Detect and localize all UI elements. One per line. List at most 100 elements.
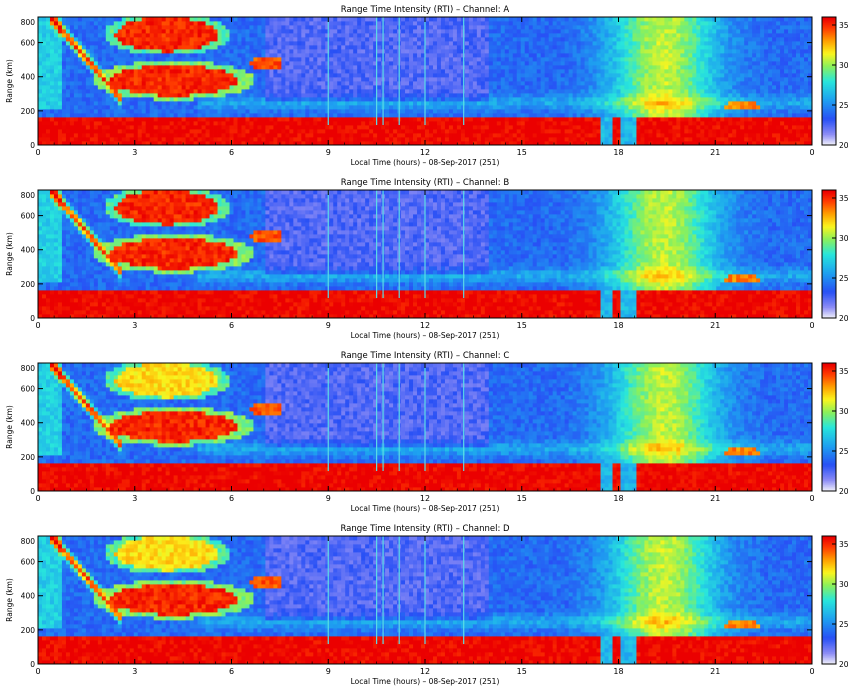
heatmap-cell [162, 65, 166, 69]
heatmap-cell [577, 101, 581, 105]
heatmap-cell [130, 101, 134, 105]
heatmap-cell [146, 17, 150, 21]
heatmap-cell [281, 137, 285, 141]
heatmap-cell [66, 25, 70, 29]
heatmap-cell [533, 113, 537, 117]
heatmap-cell [226, 37, 230, 41]
heatmap-cell [237, 41, 241, 45]
heatmap-cell [369, 97, 373, 101]
heatmap-cell [321, 93, 325, 97]
heatmap-cell [130, 113, 134, 117]
heatmap-cell [413, 77, 417, 81]
heatmap-cell [489, 93, 493, 97]
heatmap-cell [453, 93, 457, 97]
heatmap-cell [429, 117, 433, 121]
heatmap-cell [74, 69, 78, 73]
heatmap-cell [449, 81, 453, 85]
heatmap-cell [457, 97, 461, 101]
heatmap-cell [617, 37, 621, 41]
heatmap-cell [114, 81, 118, 85]
heatmap-cell [581, 29, 585, 33]
heatmap-cell [329, 45, 333, 49]
heatmap-cell [505, 69, 509, 73]
heatmap-cell [565, 93, 569, 97]
heatmap-cell [369, 37, 373, 41]
heatmap-cell [441, 89, 445, 93]
heatmap-cell [78, 133, 82, 137]
heatmap-cell [493, 29, 497, 33]
heatmap-cell [174, 121, 178, 125]
heatmap-cell [70, 133, 74, 137]
heatmap-cell [170, 37, 174, 41]
heatmap-cell [617, 129, 621, 133]
heatmap-cell [573, 113, 577, 117]
heatmap-cell [210, 121, 214, 125]
heatmap-cell [533, 57, 537, 61]
heatmap-cell [46, 105, 50, 109]
heatmap-cell [628, 93, 632, 97]
heatmap-cell [525, 121, 529, 125]
heatmap-cell [86, 125, 90, 129]
heatmap-cell [561, 109, 565, 113]
heatmap-cell [317, 37, 321, 41]
heatmap-cell [628, 69, 632, 73]
heatmap-cell [249, 117, 253, 121]
heatmap-cell [365, 29, 369, 33]
heatmap-cell [553, 77, 557, 81]
heatmap-cell [365, 89, 369, 93]
heatmap-cell [90, 133, 94, 137]
heatmap-cell [513, 17, 517, 21]
heatmap-cell [401, 49, 405, 53]
heatmap-cell [198, 85, 202, 89]
heatmap-cell [233, 129, 237, 133]
heatmap-cell [429, 89, 433, 93]
heatmap-cell [557, 117, 561, 121]
heatmap-cell [182, 33, 186, 37]
heatmap-cell [529, 17, 533, 21]
heatmap-cell [134, 113, 138, 117]
heatmap-cell [565, 89, 569, 93]
heatmap-cell [94, 57, 98, 61]
heatmap-cell [513, 73, 517, 77]
heatmap-cell [636, 57, 640, 61]
heatmap-cell [210, 93, 214, 97]
heatmap-cell [409, 53, 413, 57]
heatmap-cell [198, 57, 202, 61]
heatmap-cell [601, 125, 605, 129]
heatmap-cell [632, 89, 636, 93]
heatmap-cell [202, 133, 206, 137]
heatmap-cell [357, 65, 361, 69]
heatmap-cell [501, 41, 505, 45]
heatmap-cell [401, 89, 405, 93]
heatmap-cell [162, 61, 166, 65]
heatmap-cell [46, 109, 50, 113]
heatmap-cell [632, 29, 636, 33]
heatmap-cell [357, 105, 361, 109]
heatmap-cell [409, 33, 413, 37]
heatmap-cell [413, 17, 417, 21]
heatmap-cell [632, 25, 636, 29]
heatmap-cell [628, 121, 632, 125]
heatmap-cell [624, 33, 628, 37]
heatmap-cell [473, 73, 477, 77]
heatmap-cell [533, 37, 537, 41]
heatmap-cell [206, 93, 210, 97]
heatmap-cell [273, 29, 277, 33]
heatmap-cell [58, 33, 62, 37]
heatmap-cell [273, 57, 277, 61]
heatmap-cell [186, 17, 190, 21]
heatmap-cell [545, 29, 549, 33]
heatmap-cell [317, 45, 321, 49]
heatmap-cell [158, 121, 162, 125]
heatmap-cell [146, 21, 150, 25]
heatmap-cell [485, 69, 489, 73]
heatmap-cell [433, 137, 437, 141]
heatmap-cell [182, 57, 186, 61]
heatmap-cell [114, 17, 118, 21]
heatmap-cell [565, 109, 569, 113]
heatmap-cell [174, 109, 178, 113]
heatmap-cell [549, 109, 553, 113]
heatmap-cell [82, 45, 86, 49]
heatmap-cell [513, 53, 517, 57]
heatmap-cell [385, 85, 389, 89]
